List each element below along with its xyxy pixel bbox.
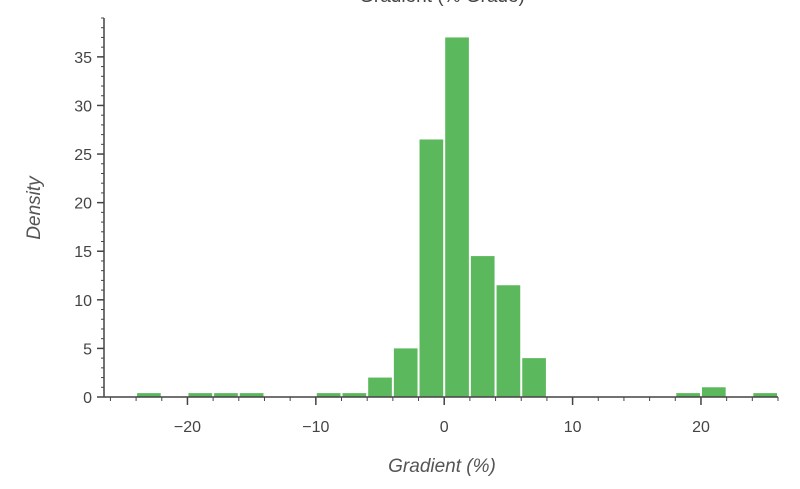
y-tick-label: 25	[74, 147, 92, 164]
x-tick-label: 20	[692, 419, 710, 436]
chart-title: Gradient (% Grade)	[359, 0, 525, 7]
x-major-ticks: −20 −10 0 10 20	[174, 397, 710, 436]
axes-group: 0 5 10 15 20 25 30 35 −20 −10 0 10 20	[74, 17, 779, 436]
histogram-bar-8	[419, 139, 444, 397]
histogram-bar-1	[188, 393, 213, 397]
y-tick-label: 0	[83, 390, 92, 407]
histogram-bar-0	[137, 393, 161, 397]
x-tick-label: 0	[440, 419, 449, 436]
bars-group	[137, 37, 777, 397]
histogram-bar-4	[316, 393, 341, 397]
y-tick-label: 30	[74, 98, 92, 115]
histogram-bar-15	[753, 393, 777, 397]
y-tick-label: 15	[74, 244, 92, 261]
x-axis-title: Gradient (%)	[388, 456, 496, 477]
histogram-bar-10	[470, 256, 495, 397]
histogram-bar-9	[445, 37, 469, 397]
y-tick-label: 35	[74, 50, 92, 67]
y-axis-title: Density	[24, 175, 45, 240]
x-tick-label: −10	[302, 419, 329, 436]
histogram-bar-2	[214, 393, 238, 397]
x-tick-label: −20	[174, 419, 201, 436]
histogram-bar-3	[239, 393, 264, 397]
histogram-bar-5	[342, 393, 367, 397]
histogram-bar-6	[368, 377, 392, 397]
histogram-bar-11	[496, 285, 521, 397]
histogram-bar-14	[701, 387, 726, 397]
y-tick-label: 5	[83, 341, 92, 358]
x-tick-label: 10	[564, 419, 582, 436]
y-tick-label: 10	[74, 293, 92, 310]
y-tick-label: 20	[74, 196, 92, 213]
histogram-bar-12	[522, 358, 546, 397]
histogram-bar-7	[393, 348, 418, 397]
y-major-ticks: 0 5 10 15 20 25 30 35	[74, 50, 104, 407]
histogram-bar-13	[676, 393, 700, 397]
